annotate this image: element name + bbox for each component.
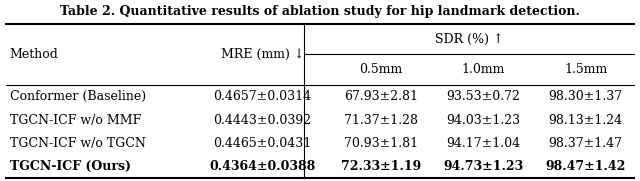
Text: Method: Method — [10, 48, 58, 61]
Text: TGCN-ICF w/o TGCN: TGCN-ICF w/o TGCN — [10, 137, 145, 150]
Text: 0.4443±0.0392: 0.4443±0.0392 — [213, 113, 312, 127]
Text: 0.5mm: 0.5mm — [359, 63, 403, 76]
Text: 70.93±1.81: 70.93±1.81 — [344, 137, 418, 150]
Text: SDR (%) ↑: SDR (%) ↑ — [435, 33, 503, 46]
Text: 98.37±1.47: 98.37±1.47 — [548, 137, 623, 150]
Text: 94.17±1.04: 94.17±1.04 — [446, 137, 520, 150]
Text: MRE (mm) ↓: MRE (mm) ↓ — [221, 48, 304, 61]
Text: 94.03±1.23: 94.03±1.23 — [446, 113, 520, 127]
Text: 71.37±1.28: 71.37±1.28 — [344, 113, 418, 127]
Text: TGCN-ICF (Ours): TGCN-ICF (Ours) — [10, 160, 131, 173]
Text: 67.93±2.81: 67.93±2.81 — [344, 90, 418, 103]
Text: 94.73±1.23: 94.73±1.23 — [443, 160, 524, 173]
Text: Table 2. Quantitative results of ablation study for hip landmark detection.: Table 2. Quantitative results of ablatio… — [60, 5, 580, 18]
Text: 98.30±1.37: 98.30±1.37 — [548, 90, 623, 103]
Text: 98.47±1.42: 98.47±1.42 — [545, 160, 626, 173]
Text: 1.0mm: 1.0mm — [461, 63, 505, 76]
Text: 72.33±1.19: 72.33±1.19 — [340, 160, 421, 173]
Text: Conformer (Baseline): Conformer (Baseline) — [10, 90, 146, 103]
Text: 93.53±0.72: 93.53±0.72 — [446, 90, 520, 103]
Text: 0.4657±0.0314: 0.4657±0.0314 — [213, 90, 312, 103]
Text: 1.5mm: 1.5mm — [564, 63, 607, 76]
Text: 0.4465±0.0431: 0.4465±0.0431 — [213, 137, 312, 150]
Text: 0.4364±0.0388: 0.4364±0.0388 — [209, 160, 316, 173]
Text: TGCN-ICF w/o MMF: TGCN-ICF w/o MMF — [10, 113, 141, 127]
Text: 98.13±1.24: 98.13±1.24 — [548, 113, 623, 127]
